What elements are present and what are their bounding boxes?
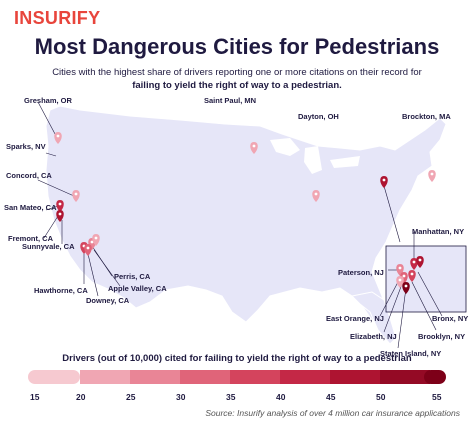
label-bronx: Bronx, NY xyxy=(432,314,469,323)
label-paterson: Paterson, NJ xyxy=(338,268,384,277)
marker-brockton xyxy=(428,170,436,182)
marker-downey xyxy=(84,244,92,256)
legend-title: Drivers (out of 10,000) cited for failin… xyxy=(62,353,412,364)
legend-tick-25: 25 xyxy=(126,392,136,402)
legend-color-scale xyxy=(28,370,446,384)
marker-bronx xyxy=(416,256,424,268)
marker-saint-paul xyxy=(250,142,258,154)
legend-tick-35: 35 xyxy=(226,392,236,402)
subtitle-line-2: failing to yield the right of way to a p… xyxy=(132,80,342,91)
subtitle: Cities with the highest share of drivers… xyxy=(0,66,474,92)
city-markers xyxy=(54,132,436,294)
marker-dayton xyxy=(312,190,320,202)
florida-shape xyxy=(350,291,397,345)
label-sunnyvale: Sunnyvale, CA xyxy=(22,242,75,251)
label-brooklyn: Brooklyn, NY xyxy=(418,332,466,341)
page-title: Most Dangerous Cities for Pedestrians xyxy=(34,34,440,59)
marker-sparks xyxy=(72,190,80,202)
label-apple-valley: Apple Valley, CA xyxy=(108,284,167,293)
marker-fremont xyxy=(56,210,64,222)
legend-tick-30: 30 xyxy=(176,392,186,402)
label-staten-island: Staten Island, NY xyxy=(380,349,442,358)
marker-nyc-area xyxy=(380,176,388,188)
marker-elizabeth xyxy=(396,276,404,288)
legend-tick-20: 20 xyxy=(76,392,86,402)
source-note: Source: Insurify analysis of over 4 mill… xyxy=(205,408,460,418)
subtitle-line-1: Cities with the highest share of drivers… xyxy=(52,67,422,78)
insurify-logo: insurify xyxy=(14,8,101,28)
label-saint-paul: Saint Paul, MN xyxy=(204,96,257,105)
marker-staten-island xyxy=(402,282,410,294)
label-manhattan: Manhattan, NY xyxy=(412,227,465,236)
legend-tick-40: 40 xyxy=(276,392,286,402)
legend-tick-15: 15 xyxy=(30,392,40,402)
label-fremont: Fremont, CA xyxy=(8,234,53,243)
marker-apple-valley xyxy=(92,234,100,246)
label-hawthorne: Hawthorne, CA xyxy=(34,286,88,295)
label-sparks: Sparks, NV xyxy=(6,142,46,151)
label-perris: Perris, CA xyxy=(114,272,151,281)
label-dayton: Dayton, OH xyxy=(298,112,339,121)
marker-concord xyxy=(56,200,64,212)
label-downey: Downey, CA xyxy=(86,296,130,305)
legend-tick-45: 45 xyxy=(326,392,336,402)
label-san-mateo: San Mateo, CA xyxy=(4,203,57,212)
label-east-orange: East Orange, NJ xyxy=(326,314,384,323)
label-gresham: Gresham, OR xyxy=(24,96,72,105)
legend-tick-55: 55 xyxy=(432,392,442,402)
marker-brooklyn xyxy=(408,270,416,282)
marker-manhattan xyxy=(410,258,418,270)
legend-tick-50: 50 xyxy=(376,392,386,402)
marker-gresham xyxy=(54,132,62,144)
label-concord: Concord, CA xyxy=(6,171,52,180)
great-lakes-shape xyxy=(270,138,300,156)
label-brockton: Brockton, MA xyxy=(402,112,451,121)
label-elizabeth: Elizabeth, NJ xyxy=(350,332,397,341)
